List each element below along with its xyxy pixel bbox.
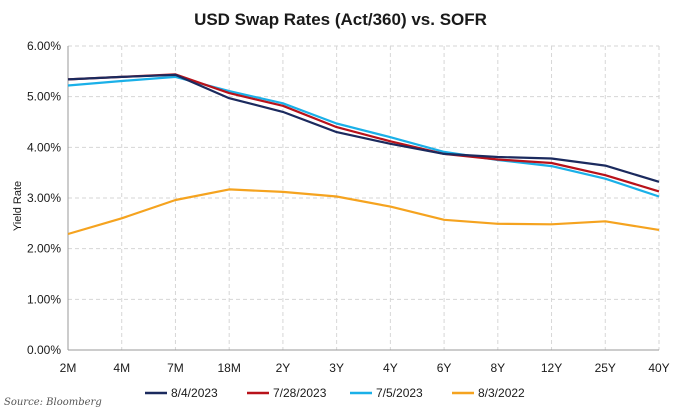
y-tick-label: 1.00% (27, 292, 61, 306)
legend-label: 8/3/2022 (478, 386, 525, 400)
chart-title: USD Swap Rates (Act/360) vs. SOFR (194, 10, 487, 29)
legend-label: 7/28/2023 (273, 386, 327, 400)
x-tick-label: 2M (60, 361, 77, 375)
y-tick-label: 3.00% (27, 191, 61, 205)
y-tick-label: 6.00% (27, 39, 61, 53)
y-tick-label: 4.00% (27, 140, 61, 154)
x-tick-label: 25Y (595, 361, 616, 375)
y-tick-label: 0.00% (27, 343, 61, 357)
x-tick-label: 4Y (383, 361, 398, 375)
series-line (67, 73, 660, 183)
x-tick-label: 7M (167, 361, 184, 375)
y-tick-label: 2.00% (27, 242, 61, 256)
source-note: Source: Bloomberg (4, 397, 102, 408)
x-tick-label: 3Y (329, 361, 344, 375)
x-tick-label: 4M (113, 361, 130, 375)
x-tick-label: 18M (218, 361, 241, 375)
series-line (67, 75, 660, 198)
x-tick-label: 2Y (276, 361, 291, 375)
x-tick-label: 12Y (541, 361, 562, 375)
legend-label: 8/4/2023 (171, 386, 218, 400)
x-tick-label: 40Y (648, 361, 669, 375)
x-tick-label: 6Y (437, 361, 452, 375)
series-line (67, 73, 660, 193)
series-line (67, 188, 660, 236)
x-tick-label: 8Y (490, 361, 505, 375)
legend-label: 7/5/2023 (376, 386, 423, 400)
y-tick-label: 5.00% (27, 90, 61, 104)
